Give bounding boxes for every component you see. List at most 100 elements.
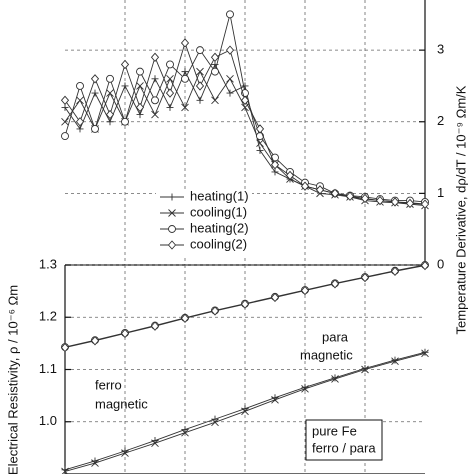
data-point: [60, 95, 70, 105]
data-point: [331, 375, 339, 383]
data-point: [60, 342, 70, 353]
data-point: [121, 82, 129, 90]
data-point: [105, 109, 115, 120]
legend-label: heating(1): [190, 188, 249, 203]
data-point: [196, 67, 204, 76]
data-point: [271, 395, 279, 404]
data-point: [181, 68, 189, 76]
y-tick-label: 1.2: [39, 309, 57, 324]
y-tick-label: 1.3: [39, 256, 57, 271]
data-point: [90, 336, 100, 346]
y-tick-label: 1: [437, 185, 444, 200]
data-point: [135, 102, 145, 113]
data-point: [150, 52, 160, 62]
data-point: [256, 132, 264, 141]
data-point: [166, 103, 174, 111]
y-tick-label: 1.1: [39, 361, 57, 376]
data-point: [226, 10, 234, 19]
data-point: [166, 74, 174, 83]
data-point: [76, 96, 84, 105]
data-point: [61, 466, 69, 474]
data-point: [210, 52, 220, 62]
y2-axis-label: Temperature Derivative, dρ/dT / 10⁻⁹ Ωm/…: [453, 85, 468, 334]
data-point: [61, 117, 69, 126]
data-point: [195, 81, 205, 91]
data-point: [166, 60, 174, 69]
data-point: [241, 82, 249, 90]
data-point: [136, 82, 144, 90]
data-point: [136, 67, 144, 76]
data-point: [300, 285, 310, 296]
data-point: [76, 82, 84, 90]
data-point: [151, 75, 159, 83]
data-point: [151, 96, 159, 105]
data-point: [106, 74, 114, 83]
data-point: [75, 117, 85, 127]
data-point: [360, 193, 370, 204]
data-point: [91, 124, 99, 133]
data-point: [120, 59, 130, 70]
legend-marker: [168, 193, 176, 201]
data-point: [61, 103, 69, 111]
data-point: [390, 266, 400, 276]
data-point: [421, 348, 429, 356]
y-tick-label: 3: [437, 42, 444, 57]
data-point: [211, 96, 219, 105]
data-point: [106, 118, 114, 126]
annotation: pure Fe: [312, 423, 357, 438]
annotation: magnetic: [300, 347, 353, 362]
data-point: [151, 439, 159, 447]
legend-marker: [167, 240, 177, 250]
data-point: [330, 188, 340, 199]
y-tick-label: 1.0: [39, 413, 57, 428]
data-point: [196, 96, 204, 104]
legend-label: cooling(2): [190, 236, 247, 251]
data-point: [181, 74, 189, 83]
annotation-box: [305, 419, 383, 461]
data-point: [120, 328, 130, 339]
data-point: [91, 459, 99, 467]
data-point: [121, 449, 129, 457]
data-point: [256, 146, 264, 154]
data-point: [240, 95, 250, 105]
data-point: [76, 125, 84, 133]
data-point: [136, 111, 144, 119]
data-point: [61, 132, 69, 141]
data-point: [271, 168, 279, 176]
data-point: [421, 349, 429, 358]
data-point: [181, 428, 189, 437]
data-point: [165, 88, 175, 98]
data-point: [255, 124, 265, 134]
annotation: ferro: [95, 377, 122, 392]
data-point: [210, 306, 220, 316]
data-point: [211, 418, 219, 427]
y-tick-label: 2: [437, 113, 444, 128]
data-point: [361, 365, 369, 374]
legend-marker: [168, 209, 176, 217]
data-point: [390, 197, 400, 207]
data-point: [121, 117, 129, 126]
data-point: [285, 170, 295, 181]
data-point: [270, 160, 280, 170]
data-point: [420, 199, 430, 209]
data-point: [226, 89, 234, 97]
data-point: [211, 415, 219, 423]
data-point: [345, 191, 355, 201]
data-point: [211, 67, 219, 76]
data-point: [241, 407, 249, 416]
data-point: [151, 110, 159, 119]
data-point: [405, 198, 415, 209]
data-point: [330, 279, 340, 289]
data-point: [256, 139, 264, 148]
y-axis-label: Electrical Resistivity, ρ / 10⁻⁶ Ωm: [5, 285, 20, 474]
data-point: [150, 321, 160, 331]
data-point: [391, 357, 399, 365]
data-point: [226, 74, 234, 83]
legend-label: cooling(1): [190, 204, 247, 219]
legend-marker: [168, 225, 176, 233]
data-point: [91, 89, 99, 97]
annotation: magnetic: [95, 396, 148, 411]
data-point: [375, 195, 385, 206]
data-point: [270, 292, 280, 303]
